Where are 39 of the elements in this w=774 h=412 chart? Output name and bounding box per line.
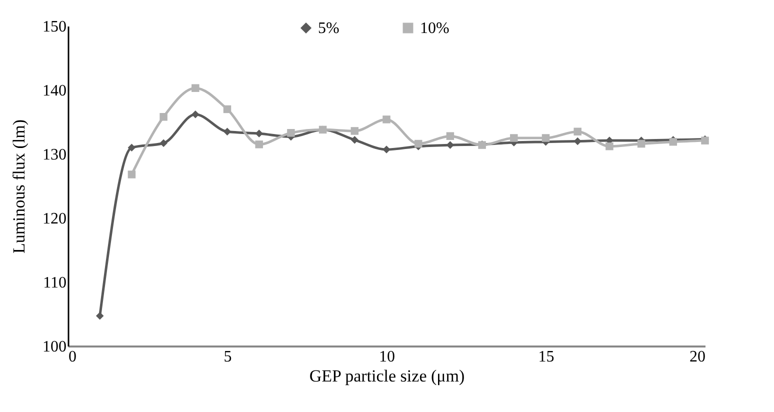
point [574,137,582,146]
point [510,134,518,142]
point [574,128,582,136]
x-tick-label: 5 [224,348,232,366]
point [287,129,295,137]
point [542,134,550,142]
point [382,116,390,124]
y-tick-label: 130 [42,146,66,164]
point [637,140,646,148]
point [223,105,232,114]
y-tick-label: 110 [43,274,66,292]
y-tick-label: 150 [42,18,66,36]
point [128,170,136,178]
point [160,139,168,147]
point [255,130,263,138]
point [160,113,168,121]
y-axis-title: Luminous flux (lm) [10,119,28,254]
point [192,110,200,118]
point [192,84,200,92]
x-tick-label: 0 [68,348,76,366]
point [350,136,359,144]
point [414,140,422,148]
x-axis-title: GEP particle size (μm) [309,366,465,386]
point [255,140,263,148]
x-tick-label: 20 [690,348,706,366]
point [382,146,390,154]
point [223,128,232,136]
point [96,312,104,320]
y-tick-label: 100 [42,338,66,356]
legend-label: 5% [318,20,340,37]
y-tick-label: 120 [42,210,66,228]
legend-label: 10% [420,20,450,37]
point [350,127,359,135]
point [128,144,136,152]
point [606,142,614,150]
x-tick-label: 10 [379,348,395,366]
point [446,132,454,140]
y-tick-label: 140 [42,82,66,100]
x-tick-label: 15 [538,348,554,366]
